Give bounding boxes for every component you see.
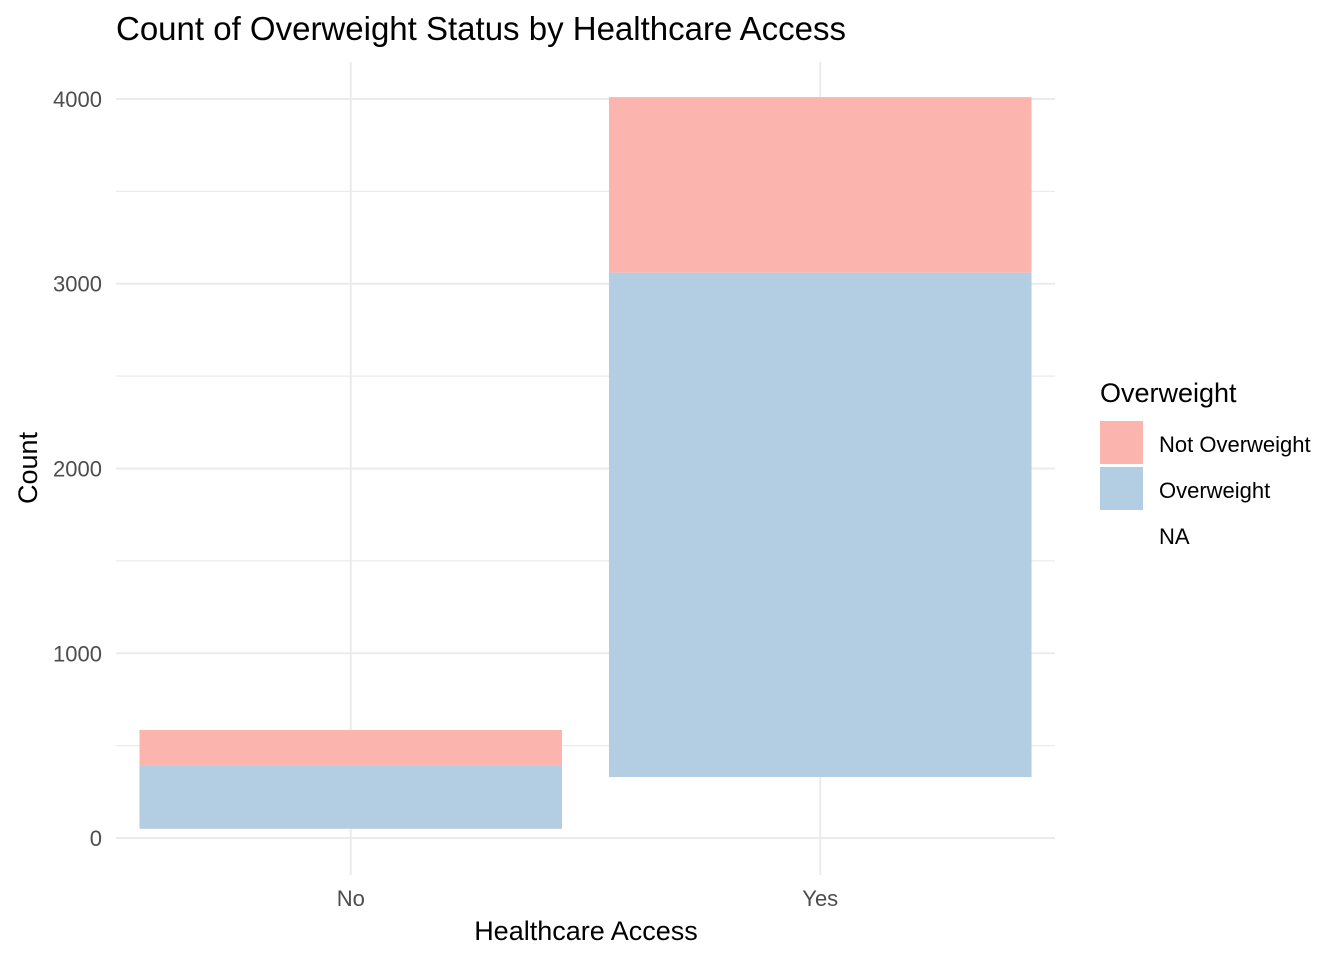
bar-yes-overweight [608, 272, 1032, 778]
x-axis-title: Healthcare Access [474, 916, 698, 946]
bar-no-not-overweight [139, 729, 563, 766]
chart-title: Count of Overweight Status by Healthcare… [116, 10, 846, 47]
x-axis-ticks: No Yes [337, 886, 839, 911]
legend-key [1100, 467, 1143, 510]
y-axis-ticks: 0 1000 2000 3000 4000 [53, 87, 102, 851]
y-axis-title: Count [13, 431, 43, 504]
legend-label: NA [1159, 524, 1190, 549]
bar-yes-not-overweight [608, 97, 1032, 273]
legend: Overweight Not Overweight Overweight NA [1100, 378, 1311, 549]
bars [139, 97, 1032, 829]
y-tick-label: 2000 [53, 457, 102, 482]
legend-key [1100, 421, 1143, 464]
y-tick-label: 4000 [53, 87, 102, 112]
legend-label: Overweight [1159, 478, 1270, 503]
y-tick-label: 0 [90, 826, 102, 851]
x-tick-label: Yes [802, 886, 838, 911]
bar-no-overweight [139, 765, 563, 829]
y-tick-label: 3000 [53, 272, 102, 297]
legend-title: Overweight [1100, 378, 1237, 408]
y-tick-label: 1000 [53, 641, 102, 666]
x-tick-label: No [337, 886, 365, 911]
legend-label: Not Overweight [1159, 432, 1311, 457]
